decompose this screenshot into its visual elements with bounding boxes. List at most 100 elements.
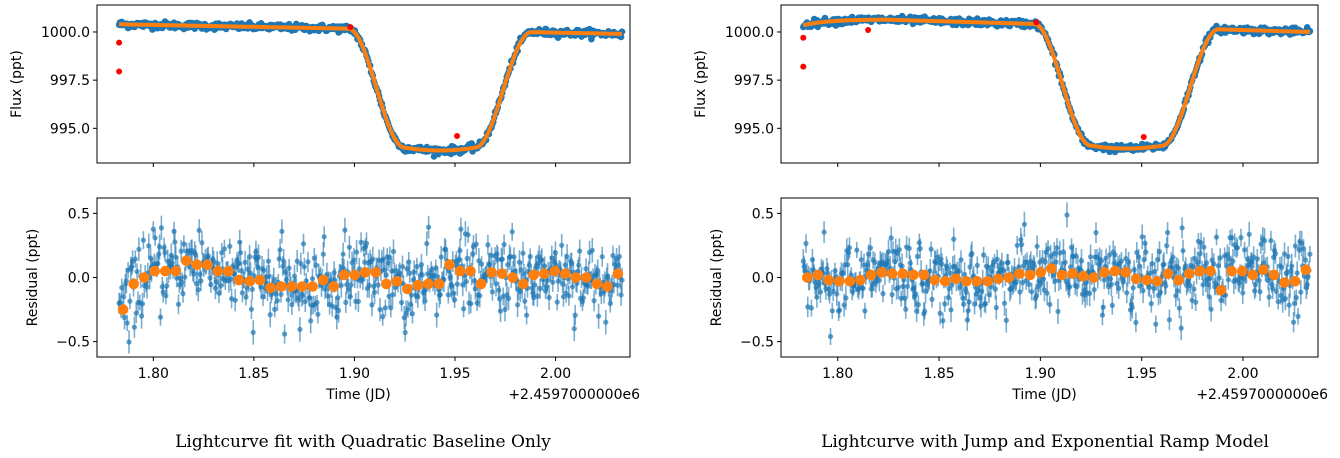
right-residual-point <box>917 245 923 252</box>
left-residual-point <box>208 282 214 288</box>
left-binned-residual-point <box>612 268 624 280</box>
left-binned-residual-point <box>591 278 603 290</box>
right-residual-point <box>956 268 962 274</box>
right-residual-point <box>867 245 874 251</box>
left-outlier-point <box>116 68 123 75</box>
left-residual-point <box>382 305 388 311</box>
left-residual-point <box>313 262 319 268</box>
left-outlier-point <box>116 39 123 46</box>
right-residual-point <box>1213 234 1220 240</box>
left-residual-point <box>363 240 370 246</box>
left-residual-point <box>164 283 170 289</box>
left-residual-point <box>237 239 243 245</box>
right-top-axes-frame <box>780 4 1319 164</box>
left-residual-point <box>355 298 361 305</box>
left-residual-point <box>422 298 428 304</box>
right-residual-point <box>966 299 972 305</box>
left-residual-point <box>509 229 515 235</box>
right-residual-point <box>1223 263 1230 269</box>
right-bottom-xtick-label: 2.00 <box>1227 366 1258 382</box>
left-residual-point <box>207 275 213 281</box>
left-residual-point <box>178 248 184 254</box>
right-residual-point <box>845 262 851 268</box>
right-residual-point <box>965 308 971 314</box>
left-binned-residual-point <box>391 276 403 287</box>
left-residual-point <box>160 289 166 295</box>
right-residual-point <box>958 257 964 263</box>
left-residual-point <box>121 315 128 321</box>
left-residual-point <box>139 301 146 307</box>
left-residual-point <box>360 276 366 283</box>
left-residual-point <box>163 293 169 299</box>
right-residual-point <box>1304 282 1310 288</box>
right-residual-point <box>951 236 957 242</box>
left-residual-point <box>331 270 337 276</box>
right-top-ytick-label: 995.0 <box>734 121 774 137</box>
right-residual-point <box>814 294 820 300</box>
right-residual-point <box>1216 275 1222 281</box>
right-residual-point <box>1161 261 1167 267</box>
left-binned-residual-point <box>549 265 561 277</box>
left-residual-point <box>465 232 471 238</box>
right-binned-residual-point <box>876 267 887 278</box>
right-residual-point <box>1101 277 1107 283</box>
left-residual-point <box>321 234 327 240</box>
right-binned-residual-point <box>1205 265 1216 277</box>
left-binned-residual-point <box>423 278 434 290</box>
left-residual-point <box>474 300 480 306</box>
right-residual-point <box>1137 283 1143 289</box>
left-residual-point <box>438 254 444 260</box>
left-binned-residual-point <box>360 267 371 278</box>
left-residual-point <box>342 227 348 233</box>
right-top-ylabel: Flux (ppt) <box>693 50 709 118</box>
left-residual-point <box>399 264 406 270</box>
left-residual-point <box>388 305 394 311</box>
left-binned-residual-point <box>433 278 445 290</box>
left-residual-point <box>248 306 254 312</box>
right-residual-point <box>1268 238 1274 244</box>
right-residual-point <box>1273 288 1279 294</box>
left-residual-point <box>199 240 205 246</box>
left-residual-point <box>298 261 304 267</box>
right-residual-point <box>1016 264 1022 270</box>
right-residual-point <box>880 291 886 297</box>
left-residual-point <box>180 291 186 297</box>
right-residual-point <box>994 256 1000 262</box>
right-residual-point <box>825 270 831 276</box>
left-residual-point <box>265 258 271 264</box>
right-residual-point <box>1296 247 1302 253</box>
left-residual-point <box>585 283 591 289</box>
left-residual-point <box>127 298 133 304</box>
right-residual-point <box>1067 284 1073 290</box>
right-residual-point <box>846 245 853 251</box>
right-residual-point <box>843 295 849 301</box>
right-residual-point <box>939 261 945 267</box>
left-residual-point <box>152 235 158 241</box>
right-residual-point <box>1225 277 1231 283</box>
left-residual-point <box>278 291 284 297</box>
left-residual-point <box>372 289 378 295</box>
left-top-data-series <box>115 18 626 160</box>
right-binned-residual-point <box>812 269 824 281</box>
right-residual-point <box>1270 285 1276 291</box>
right-residual-point <box>889 292 895 298</box>
right-residual-point <box>1286 302 1292 308</box>
right-residual-point <box>1116 285 1122 291</box>
right-residual-point <box>915 302 922 308</box>
left-residual-point <box>158 225 164 231</box>
left-binned-residual-point <box>381 278 392 290</box>
left-binned-residual-point <box>412 279 424 291</box>
left-residual-point <box>566 293 572 299</box>
right-residual-point <box>862 308 868 314</box>
right-transit-model-line <box>802 17 1311 151</box>
right-residual-point <box>1272 251 1279 257</box>
right-binned-residual-point <box>1162 268 1174 280</box>
right-residual-point <box>1031 263 1037 269</box>
left-residual-point <box>161 245 167 251</box>
right-binned-residual-point <box>1120 267 1131 278</box>
right-residual-point <box>1234 245 1240 251</box>
left-residual-point <box>527 253 533 260</box>
right-binned-residual-point <box>1215 285 1227 296</box>
left-binned-residual-point <box>370 267 382 278</box>
right-residual-point <box>1130 285 1136 291</box>
